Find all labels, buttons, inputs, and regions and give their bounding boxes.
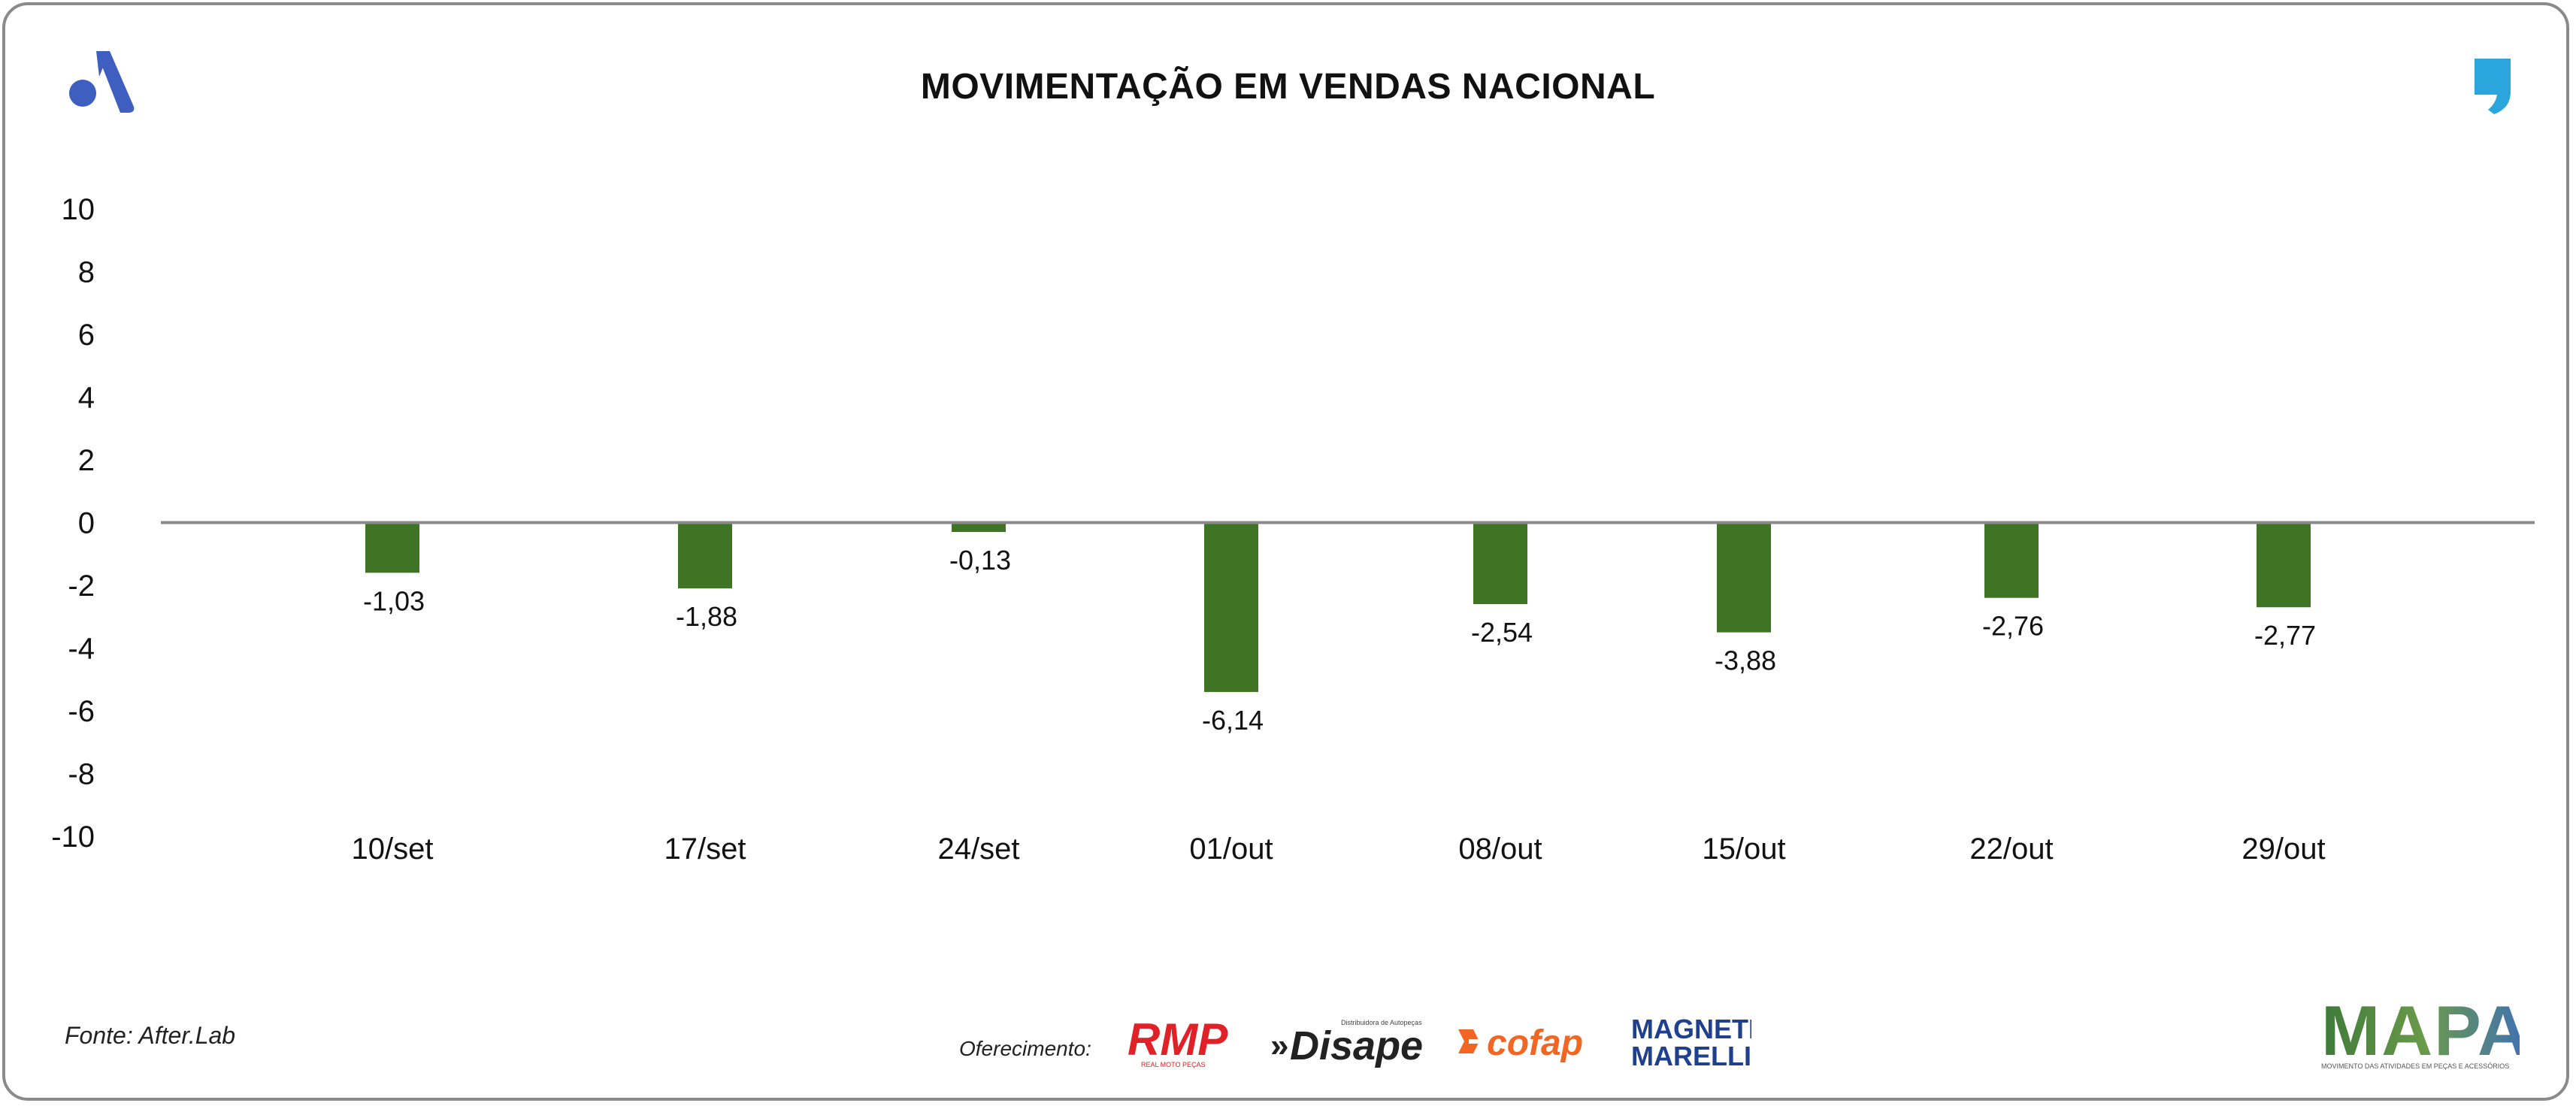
cofap-logo: cofap xyxy=(1458,1023,1583,1063)
y-tick-label: 8 xyxy=(78,256,95,289)
stylized-a-logo-icon xyxy=(69,51,135,113)
disape-logo-text: Disape xyxy=(1290,1023,1423,1068)
cofap-logo-text: cofap xyxy=(1487,1023,1583,1063)
svg-text:»: » xyxy=(1270,1027,1288,1064)
disape-logo: » Disape Distribuidora de Autopeças xyxy=(1270,1019,1423,1068)
chart-title: MOVIMENTAÇÃO EM VENDAS NACIONAL xyxy=(920,67,1656,107)
mapa-brand-name: MAPA xyxy=(2321,998,2520,1070)
data-label: -1,03 xyxy=(363,585,425,616)
x-axis: 10/set 17/set 24/set 01/out 08/out 15/out 22/o… xyxy=(352,833,2326,866)
data-label: -2,54 xyxy=(1471,617,1533,648)
y-axis: 10 8 6 4 2 0 -2 -4 -6 -8 -10 xyxy=(51,193,95,854)
y-tick-label: 6 xyxy=(78,319,95,352)
data-label: -1,88 xyxy=(676,601,737,632)
x-tick-label: 15/out xyxy=(1702,833,1785,866)
bar xyxy=(678,524,732,589)
y-tick-label: 2 xyxy=(78,444,95,477)
y-tick-label: -4 xyxy=(68,633,95,666)
bars xyxy=(365,524,2311,692)
data-label: -3,88 xyxy=(1715,645,1776,676)
source-note: Fonte: After.Lab xyxy=(65,1022,236,1049)
x-tick-label: 29/out xyxy=(2242,833,2325,866)
bar xyxy=(1717,524,1771,633)
bar xyxy=(2257,524,2311,608)
y-tick-label: 10 xyxy=(62,193,95,226)
mapa-brand-tagline: MOVIMENTO DAS ATIVIDADES EM PEÇAS E ACES… xyxy=(2321,1062,2509,1070)
x-tick-label: 01/out xyxy=(1189,833,1273,866)
rmp-logo: RMP REAL MOTO PEÇAS xyxy=(1128,1014,1228,1068)
x-tick-label: 24/set xyxy=(938,833,1020,866)
data-label: -2,77 xyxy=(2254,620,2316,651)
disape-logo-subtext: Distribuidora de Autopeças xyxy=(1341,1019,1422,1026)
offer-label: Oferecimento: xyxy=(959,1037,1091,1060)
x-tick-label: 08/out xyxy=(1458,833,1542,866)
bar xyxy=(1984,524,2039,598)
bar xyxy=(1473,524,1527,605)
x-tick-label: 10/set xyxy=(352,833,434,866)
y-tick-label: 0 xyxy=(78,507,95,540)
magneti-logo-text: MAGNETI xyxy=(1631,1014,1751,1044)
y-tick-label: -2 xyxy=(68,570,95,603)
y-tick-label: -10 xyxy=(51,820,95,854)
y-tick-label: -6 xyxy=(68,695,95,728)
x-tick-label: 22/out xyxy=(1969,833,2053,866)
y-tick-label: -8 xyxy=(68,758,95,791)
bar xyxy=(1204,524,1258,692)
bar xyxy=(952,524,1006,533)
data-label: -0,13 xyxy=(949,545,1011,576)
comma-quote-logo-icon xyxy=(2475,59,2511,114)
marelli-logo-text: MARELLI xyxy=(1631,1041,1751,1071)
rmp-logo-text: RMP xyxy=(1128,1014,1228,1065)
x-tick-label: 17/set xyxy=(664,833,746,866)
data-label: -6,14 xyxy=(1202,705,1264,736)
data-label: -2,76 xyxy=(1982,611,2044,642)
rmp-logo-subtext: REAL MOTO PEÇAS xyxy=(1141,1061,1206,1068)
data-labels: -1,03 -1,88 -0,13 -6,14 -2,54 -3,88 -2,76 -2,77 xyxy=(363,545,2316,736)
magneti-marelli-logo: MAGNETI MARELLI xyxy=(1631,1014,1751,1071)
bar xyxy=(365,524,419,573)
y-tick-label: 4 xyxy=(78,382,95,415)
mapa-brand-logo: MAPA MOVIMENTO DAS ATIVIDADES EM PEÇAS E… xyxy=(2321,998,2520,1070)
